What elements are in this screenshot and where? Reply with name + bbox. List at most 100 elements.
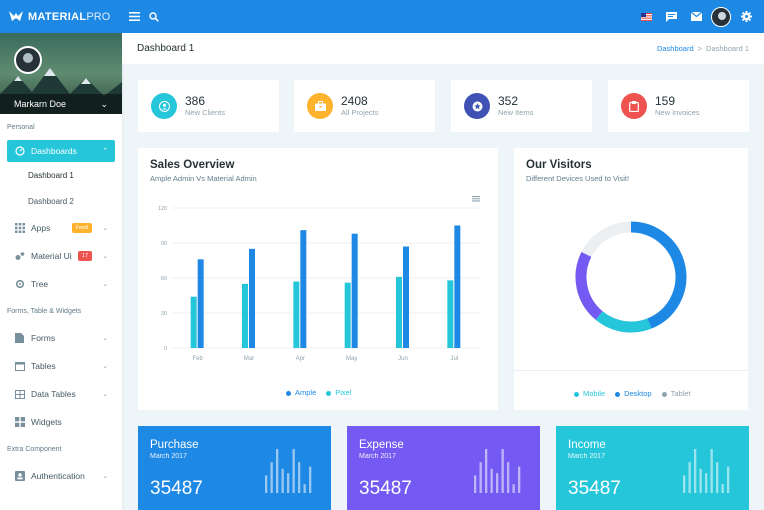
sidebar-item-label: Widgets bbox=[31, 417, 62, 427]
card-title: Sales Overview bbox=[150, 159, 235, 171]
spark-bar bbox=[683, 475, 686, 493]
card-date: March 2017 bbox=[359, 453, 396, 460]
logo[interactable]: MATERIALPRO bbox=[8, 10, 124, 24]
avatar[interactable] bbox=[711, 6, 731, 27]
sidebar-item-data-tables[interactable]: Data Tables ⌄ bbox=[0, 380, 122, 408]
chevron-down-icon: ⌄ bbox=[102, 281, 108, 288]
x-tick-label: Jul bbox=[450, 356, 458, 362]
spark-bar bbox=[265, 475, 268, 493]
chat-icon[interactable] bbox=[661, 7, 681, 27]
material-ui-badge: 17 bbox=[78, 251, 93, 261]
donut-slice-tablet[interactable] bbox=[575, 251, 603, 320]
chart-menu-icon[interactable] bbox=[472, 196, 480, 202]
legend-item-desktop[interactable]: Desktop bbox=[615, 389, 652, 398]
card-title: Our Visitors bbox=[526, 159, 592, 171]
stat-label: All Projects bbox=[341, 108, 379, 117]
flag-icon[interactable] bbox=[636, 7, 656, 27]
y-tick-label: 60 bbox=[161, 276, 167, 282]
stat-value: 2408 bbox=[341, 94, 368, 108]
widgets-icon bbox=[14, 417, 25, 428]
profile-avatar[interactable] bbox=[14, 46, 42, 74]
grid-table-icon bbox=[14, 389, 25, 400]
bar-ample[interactable] bbox=[249, 248, 255, 348]
card-date: March 2017 bbox=[150, 453, 187, 460]
card-title: Purchase bbox=[150, 439, 199, 451]
spark-bar bbox=[485, 449, 488, 493]
legend-item-pixel[interactable]: Pixel bbox=[326, 388, 352, 397]
breadcrumb-link-dashboard[interactable]: Dashboard bbox=[656, 44, 694, 53]
sidebar-item-dashboards[interactable]: Dashboards ⌃ bbox=[7, 140, 115, 162]
spark-bar bbox=[276, 449, 279, 493]
donut-slice-desktop[interactable] bbox=[630, 221, 687, 329]
stat-icon-circle bbox=[464, 93, 490, 119]
sidebar-item-label: Tables bbox=[31, 361, 56, 371]
bar-ample[interactable] bbox=[300, 230, 307, 348]
search-icon[interactable] bbox=[144, 7, 164, 27]
breadcrumb: Dashboard > Dashboard 1 bbox=[657, 44, 749, 53]
sparkline-chart bbox=[683, 449, 730, 493]
card-subtitle: Ample Admin Vs Material Admin bbox=[150, 174, 257, 183]
visitors-donut-chart bbox=[575, 221, 687, 333]
mail-icon[interactable] bbox=[686, 7, 706, 27]
y-tick-label: 30 bbox=[161, 311, 167, 317]
sidebar-subitem-dashboard1[interactable]: Dashboard 1 bbox=[28, 170, 74, 180]
bar-ample[interactable] bbox=[197, 259, 204, 348]
menu-icon[interactable] bbox=[124, 7, 144, 27]
sidebar-item-authentication[interactable]: Authentication ⌄ bbox=[0, 462, 122, 490]
spark-bar bbox=[699, 468, 702, 493]
bar-pixel[interactable] bbox=[447, 280, 454, 348]
spark-bar bbox=[705, 473, 708, 493]
spark-bar bbox=[710, 449, 713, 493]
chevron-down-icon: ⌄ bbox=[100, 98, 108, 109]
visitors-legend: Mobile Desktop Tablet bbox=[574, 389, 691, 398]
sidebar-item-apps[interactable]: Apps Feed ⌄ bbox=[0, 214, 122, 242]
sidebar-item-tree[interactable]: Tree ⌄ bbox=[0, 270, 122, 298]
page-title: Dashboard 1 bbox=[137, 43, 195, 54]
sidebar-subitem-dashboard2[interactable]: Dashboard 2 bbox=[28, 196, 74, 206]
sidebar-item-material-ui[interactable]: Material Ui 17 ⌄ bbox=[0, 242, 122, 270]
bar-pixel[interactable] bbox=[293, 281, 300, 349]
spark-bar bbox=[309, 466, 312, 493]
spark-bar bbox=[496, 473, 499, 493]
stat-value: 386 bbox=[185, 94, 206, 108]
bar-pixel[interactable] bbox=[396, 276, 402, 348]
legend-item-mobile[interactable]: Mobile bbox=[574, 389, 605, 398]
sidebar-item-forms[interactable]: Forms ⌄ bbox=[0, 324, 122, 352]
bar-ample[interactable] bbox=[403, 246, 409, 349]
settings-icon[interactable] bbox=[736, 7, 756, 27]
sidebar-item-widgets[interactable]: Widgets bbox=[0, 408, 122, 436]
spark-bar bbox=[270, 462, 273, 493]
bar-pixel[interactable] bbox=[344, 282, 351, 348]
profile-background-image bbox=[0, 68, 122, 114]
bar-pixel[interactable] bbox=[190, 296, 197, 348]
donut-slice-mobile[interactable] bbox=[595, 311, 652, 333]
spark-bar bbox=[281, 468, 284, 493]
breadcrumb-separator: > bbox=[697, 44, 703, 53]
legend-item-ample[interactable]: Ample bbox=[286, 388, 316, 397]
profile-name-bar[interactable]: Markarn Doe ⌄ bbox=[0, 94, 122, 114]
chevron-down-icon: ⌄ bbox=[102, 225, 108, 232]
chevron-down-icon: ⌄ bbox=[102, 335, 108, 342]
chevron-down-icon: ⌄ bbox=[102, 473, 108, 480]
sidebar-item-label: Authentication bbox=[31, 471, 85, 481]
y-tick-label: 0 bbox=[164, 346, 167, 352]
sidebar-item-label: Data Tables bbox=[31, 389, 76, 399]
sidebar-item-tables[interactable]: Tables ⌄ bbox=[0, 352, 122, 380]
spark-bar bbox=[688, 462, 691, 493]
legend-item-tablet[interactable]: Tablet bbox=[661, 389, 691, 398]
spark-bar bbox=[727, 466, 730, 493]
spark-bar bbox=[479, 462, 482, 493]
stat-card-clients: 386 New Clients bbox=[138, 80, 279, 132]
chevron-up-icon: ⌃ bbox=[102, 148, 108, 155]
stat-card-invoices: 159 New Invoices bbox=[608, 80, 749, 132]
card-subtitle: Different Devices Used to Visit! bbox=[526, 174, 630, 183]
logo-icon bbox=[9, 10, 23, 21]
profile-name: Markarn Doe bbox=[14, 99, 67, 109]
sales-bar-chart: 0 30 60 90 120 Feb Mar Apr May Jun Jul bbox=[158, 196, 480, 362]
chevron-down-icon: ⌄ bbox=[102, 253, 108, 260]
bar-pixel[interactable] bbox=[242, 283, 248, 348]
card-title: Income bbox=[568, 439, 606, 451]
bar-ample[interactable] bbox=[351, 233, 358, 348]
bar-ample[interactable] bbox=[454, 225, 461, 349]
spark-bar bbox=[501, 449, 504, 493]
